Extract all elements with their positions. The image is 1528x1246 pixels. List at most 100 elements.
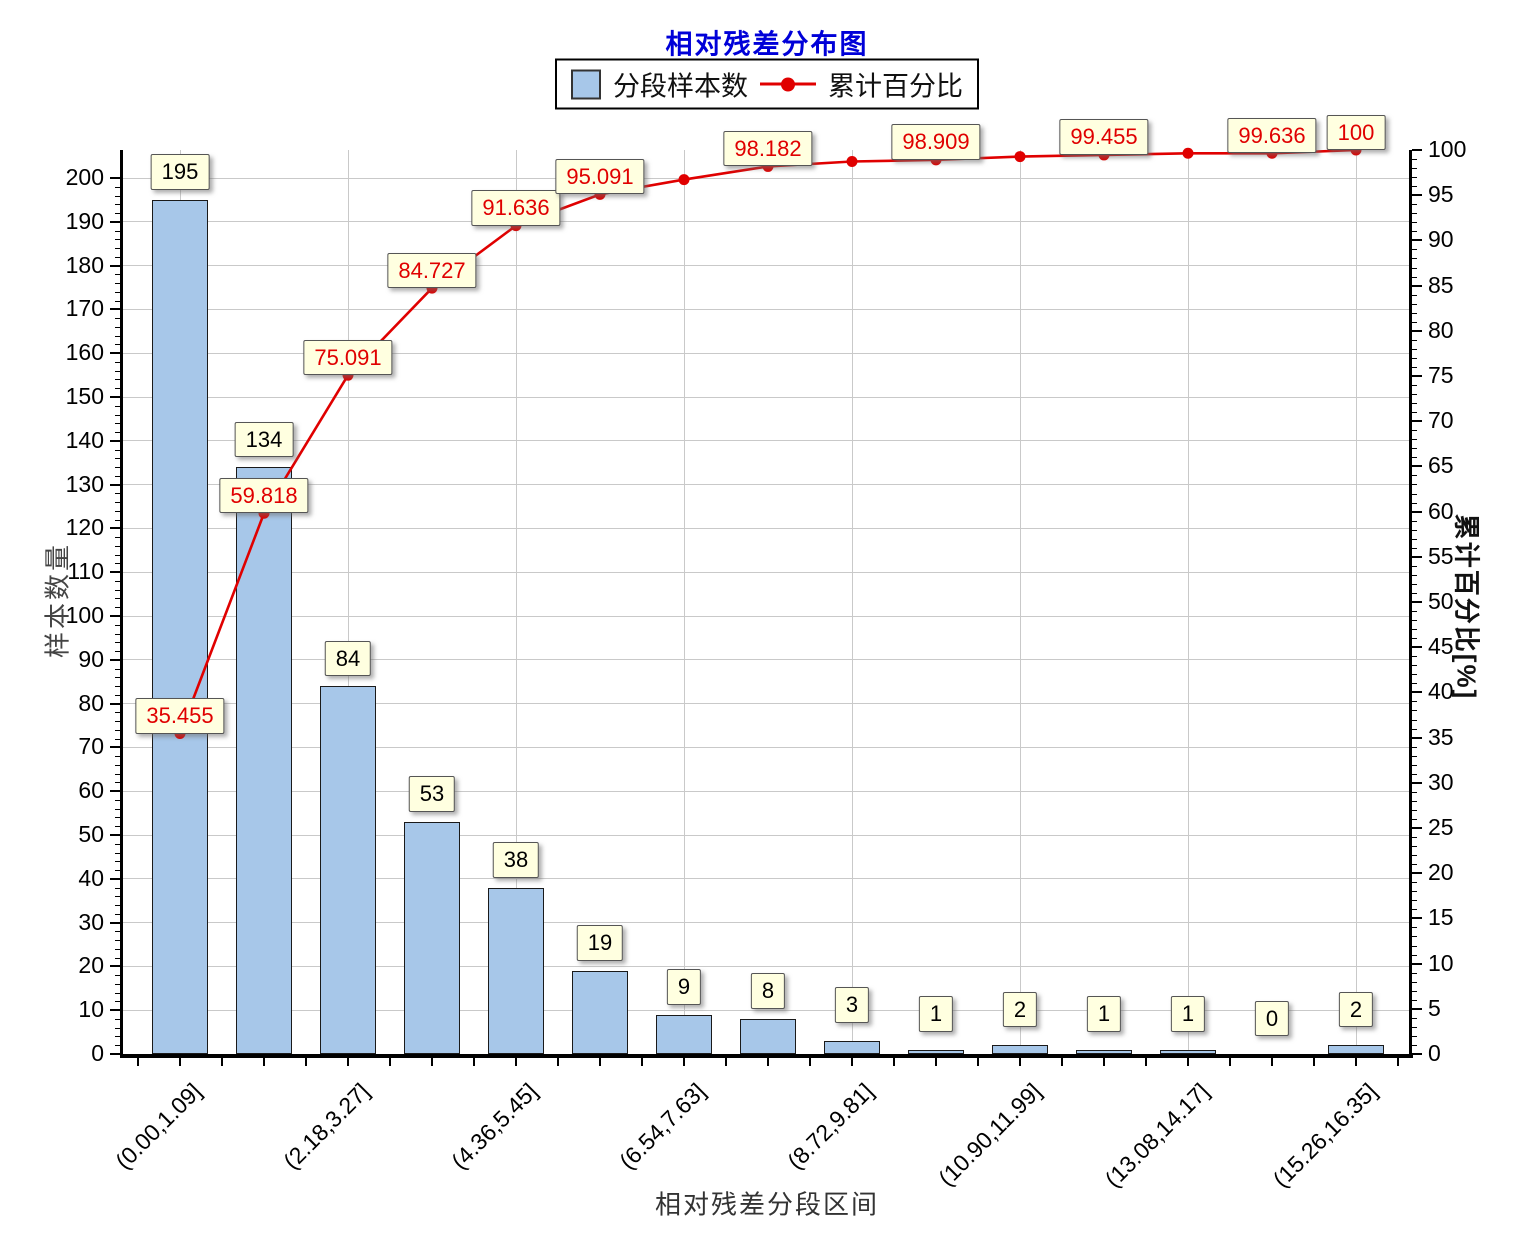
y-right-tick-label: 25	[1428, 814, 1454, 840]
x-axis-tick	[1271, 1058, 1273, 1066]
y-right-minor-tick	[1412, 1044, 1417, 1046]
chart-title: 相对残差分布图	[665, 29, 869, 60]
y-left-minor-tick	[115, 388, 120, 390]
y-right-minor-tick	[1412, 303, 1417, 305]
bar	[656, 1014, 712, 1054]
y-left-minor-tick	[115, 274, 120, 276]
y-left-minor-tick	[115, 519, 120, 521]
y-left-minor-tick	[115, 607, 120, 609]
y-right-minor-tick	[1412, 773, 1417, 775]
y-right-major-tick	[1412, 1007, 1422, 1010]
y-right-minor-tick	[1412, 611, 1417, 613]
y-left-minor-tick	[115, 239, 120, 241]
y-left-minor-tick	[115, 432, 120, 434]
y-left-minor-tick	[115, 651, 120, 653]
y-right-minor-tick	[1412, 312, 1417, 314]
y-left-tick-label: 200	[65, 164, 104, 190]
x-axis-tick	[431, 1058, 433, 1066]
x-axis-tick-label: (4.36,5.45]	[446, 1078, 543, 1175]
y-left-minor-tick	[115, 940, 120, 942]
x-axis-tick-label: (2.18,3.27]	[278, 1078, 375, 1175]
y-left-major-tick	[110, 439, 120, 442]
y-left-minor-tick	[115, 764, 120, 766]
y-left-major-tick	[110, 834, 120, 836]
x-axis-tick	[1355, 1058, 1357, 1066]
y-right-minor-tick	[1412, 538, 1417, 540]
y-right-minor-tick	[1412, 204, 1417, 206]
line-series-dot-icon	[781, 77, 795, 91]
y-right-minor-tick	[1412, 936, 1417, 938]
y-left-axis-title: 样本数量	[42, 541, 73, 659]
y-right-minor-tick	[1412, 339, 1417, 341]
y-right-minor-tick	[1412, 891, 1417, 893]
cumulative-value-label: 99.455	[1059, 119, 1149, 155]
y-left-tick-label: 190	[65, 207, 104, 234]
y-right-tick-label: 10	[1428, 949, 1454, 976]
x-axis-tick	[809, 1058, 811, 1066]
x-axis-tick	[641, 1058, 643, 1066]
y-right-minor-tick	[1412, 276, 1417, 278]
y-left-minor-tick	[115, 326, 120, 328]
y-left-minor-tick	[115, 502, 120, 504]
y-left-minor-tick	[115, 729, 120, 731]
y-left-minor-tick	[115, 1001, 120, 1003]
y-left-minor-tick	[115, 545, 120, 547]
y-right-minor-tick	[1412, 385, 1417, 387]
y-right-minor-tick	[1412, 1026, 1417, 1028]
y-left-minor-tick	[115, 931, 120, 933]
y-right-tick-label: 40	[1428, 678, 1454, 705]
y-right-minor-tick	[1412, 710, 1417, 712]
y-left-minor-tick	[115, 975, 120, 977]
x-axis-tick	[347, 1058, 349, 1066]
y-right-minor-tick	[1412, 954, 1417, 956]
bar-value-label: 1	[1086, 996, 1122, 1032]
horizontal-gridline	[122, 746, 1410, 748]
y-left-tick-label: 160	[65, 339, 104, 366]
y-left-minor-tick	[115, 379, 120, 381]
y-right-tick-label: 0	[1428, 1040, 1441, 1066]
x-axis-tick	[1187, 1058, 1189, 1066]
y-right-tick-label: 65	[1428, 452, 1454, 479]
y-left-minor-tick	[115, 905, 120, 907]
y-left-minor-tick	[115, 913, 120, 915]
x-axis-tick	[1145, 1058, 1147, 1066]
y-left-tick-label: 120	[65, 514, 104, 541]
y-left-major-tick	[110, 702, 120, 705]
y-right-tick-label: 35	[1428, 723, 1454, 750]
y-left-minor-tick	[115, 256, 120, 258]
bar-value-label: 134	[234, 421, 294, 458]
cumulative-value-label: 99.636	[1227, 117, 1317, 154]
bar-value-label: 38	[492, 842, 540, 878]
cumulative-value-label: 98.909	[891, 124, 981, 160]
y-right-major-tick	[1412, 827, 1422, 829]
vertical-gridline	[1187, 150, 1189, 1054]
y-right-minor-tick	[1412, 728, 1417, 730]
y-right-tick-label: 55	[1428, 542, 1454, 569]
y-left-tick-label: 140	[65, 426, 104, 453]
horizontal-gridline	[122, 965, 1410, 967]
y-right-major-tick	[1412, 465, 1422, 468]
y-left-major-tick	[110, 1053, 120, 1055]
line-series-symbol-icon	[760, 77, 816, 91]
horizontal-gridline	[122, 571, 1410, 573]
y-left-minor-tick	[115, 694, 120, 696]
y-right-minor-tick	[1412, 981, 1417, 983]
y-right-major-tick	[1412, 962, 1422, 965]
y-left-tick-label: 20	[78, 952, 104, 979]
y-right-tick-label: 20	[1428, 859, 1454, 886]
y-left-minor-tick	[115, 668, 120, 670]
bar	[404, 821, 460, 1054]
y-left-tick-label: 150	[65, 383, 104, 409]
bar-series-swatch-icon	[571, 69, 601, 99]
y-right-tick-label: 15	[1428, 904, 1454, 931]
y-left-minor-tick	[115, 589, 120, 591]
y-left-tick-label: 170	[65, 295, 104, 322]
y-right-major-tick	[1412, 872, 1422, 875]
y-left-minor-tick	[115, 624, 120, 626]
y-right-minor-tick	[1412, 168, 1417, 170]
horizontal-gridline	[122, 922, 1410, 924]
y-right-minor-tick	[1412, 493, 1417, 495]
y-left-minor-tick	[115, 712, 120, 714]
y-left-major-tick	[110, 396, 120, 398]
y-right-major-tick	[1412, 736, 1422, 739]
